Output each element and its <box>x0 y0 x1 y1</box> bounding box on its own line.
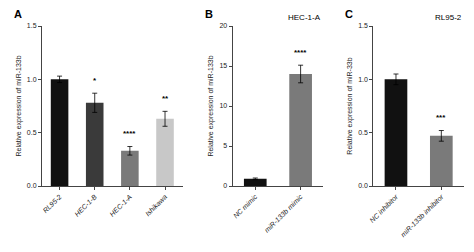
svg-text:Relative expression of miR-133: Relative expression of miR-133b <box>15 55 23 156</box>
svg-text:**: ** <box>162 94 169 103</box>
svg-text:0.0: 0.0 <box>358 182 368 189</box>
svg-text:****: **** <box>123 129 136 138</box>
svg-text:10: 10 <box>219 102 227 109</box>
svg-text:1.5: 1.5 <box>27 22 37 29</box>
svg-text:20: 20 <box>219 22 227 29</box>
svg-text:***: *** <box>436 113 446 122</box>
svg-text:****: **** <box>294 48 307 57</box>
svg-text:*: * <box>93 76 97 85</box>
svg-text:B: B <box>205 8 213 20</box>
svg-text:miR-133b inhibitor: miR-133b inhibitor <box>399 193 445 239</box>
svg-text:HEC-1-A: HEC-1-A <box>288 13 321 22</box>
svg-text:0.0: 0.0 <box>27 182 37 189</box>
svg-text:Relative expression of miR-33b: Relative expression of miR-33b <box>346 57 354 154</box>
svg-text:HEC-1-B: HEC-1-B <box>73 193 98 218</box>
svg-text:1.5: 1.5 <box>358 22 368 29</box>
svg-text:NC inhibitor: NC inhibitor <box>368 193 399 224</box>
svg-text:0.5: 0.5 <box>358 129 368 136</box>
svg-text:NC mimic: NC mimic <box>232 193 259 220</box>
svg-text:1.0: 1.0 <box>27 76 37 83</box>
svg-text:Relative expression of miR-133: Relative expression of miR-133b <box>207 55 215 156</box>
svg-text:Ishikawa: Ishikawa <box>144 193 168 217</box>
svg-text:1.0: 1.0 <box>358 76 368 83</box>
svg-text:RL95-2: RL95-2 <box>42 193 63 214</box>
svg-text:0: 0 <box>223 182 227 189</box>
svg-text:C: C <box>345 8 353 20</box>
svg-text:0.5: 0.5 <box>27 129 37 136</box>
svg-text:RL95-2: RL95-2 <box>435 13 462 22</box>
svg-text:A: A <box>14 8 22 20</box>
svg-text:15: 15 <box>219 62 227 69</box>
svg-text:5: 5 <box>223 142 227 149</box>
svg-text:miR-133b mimic: miR-133b mimic <box>263 193 304 234</box>
svg-text:HEC-1-A: HEC-1-A <box>108 193 133 218</box>
